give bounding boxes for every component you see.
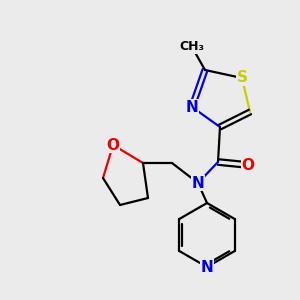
Text: O: O	[242, 158, 254, 172]
Text: CH₃: CH₃	[179, 40, 205, 53]
Text: N: N	[186, 100, 198, 115]
Text: N: N	[201, 260, 213, 274]
Text: S: S	[236, 70, 247, 86]
Text: N: N	[192, 176, 204, 190]
Text: O: O	[106, 137, 119, 152]
